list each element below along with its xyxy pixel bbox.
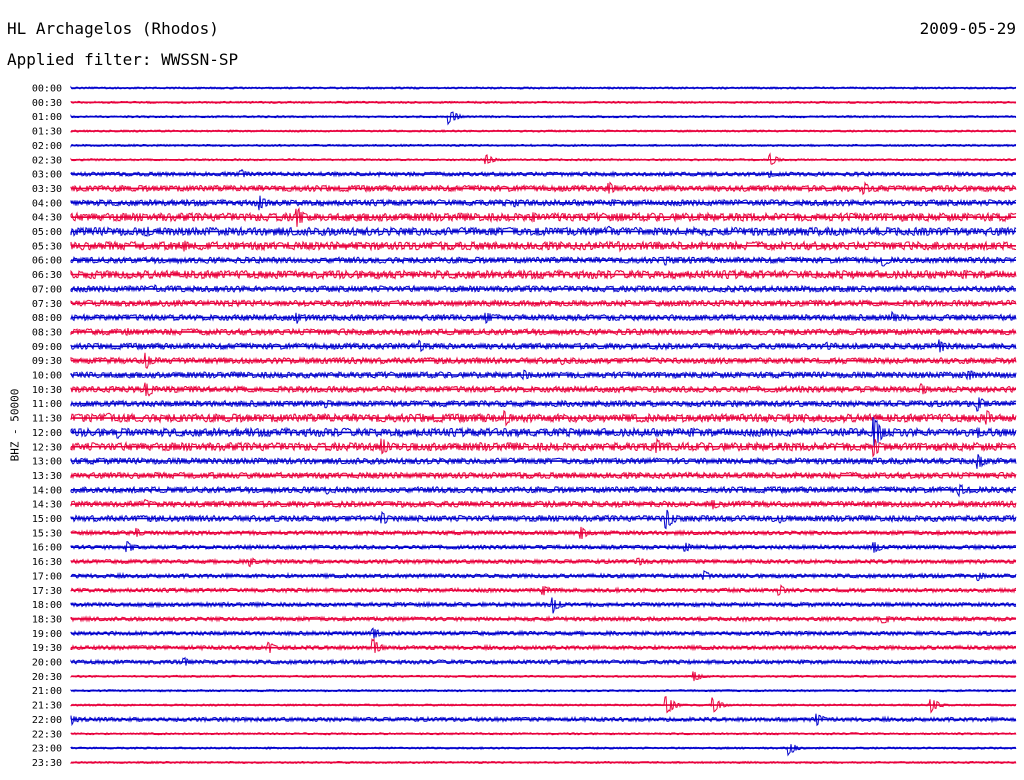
trace-line [70, 310, 1017, 325]
row-time-label: 21:30 [32, 701, 62, 712]
trace-line [70, 239, 1017, 253]
row-time-label: 01:30 [32, 127, 62, 138]
row-time-label: 07:30 [32, 299, 62, 310]
trace-line [70, 255, 1017, 267]
row-time-label: 18:30 [32, 614, 62, 625]
trace-line [70, 483, 1017, 498]
trace-line [70, 111, 1017, 126]
date-label: 2009-05-29 [919, 19, 1016, 38]
row-time-label: 09:30 [32, 356, 62, 367]
row-time-label: 18:00 [32, 600, 62, 611]
row-time-label: 10:00 [32, 371, 62, 382]
row-time-label: 09:00 [32, 342, 62, 353]
row-time-label: 02:00 [32, 141, 62, 152]
trace-line [70, 327, 1017, 337]
trace-line [70, 268, 1017, 281]
row-time-label: 11:00 [32, 399, 62, 410]
row-time-label: 02:30 [32, 155, 62, 166]
row-time-label: 21:00 [32, 686, 62, 697]
row-time-label: 08:00 [32, 313, 62, 324]
row-time-label: 20:00 [32, 658, 62, 669]
row-time-label: 17:00 [32, 571, 62, 582]
trace-line [70, 437, 1017, 458]
row-time-label: 14:00 [32, 485, 62, 496]
row-time-label: 05:30 [32, 241, 62, 252]
row-time-label: 15:30 [32, 528, 62, 539]
trace-line [70, 627, 1017, 639]
trace-line [70, 409, 1017, 427]
row-time-label: 03:00 [32, 170, 62, 181]
station-title: HL Archagelos (Rhodos) [7, 19, 219, 38]
row-time-label: 20:30 [32, 672, 62, 683]
trace-line [70, 656, 1017, 666]
row-time-label: 19:30 [32, 643, 62, 654]
trace-line [70, 284, 1017, 294]
row-time-label: 10:30 [32, 385, 62, 396]
filter-label: Applied filter: WWSSN-SP [7, 50, 239, 69]
trace-line [70, 744, 1017, 757]
trace-line [70, 454, 1017, 469]
row-time-label: 11:30 [32, 414, 62, 425]
row-time-label: 12:00 [32, 428, 62, 439]
row-time-label: 04:30 [32, 213, 62, 224]
row-time-label: 06:00 [32, 256, 62, 267]
row-time-label: 16:30 [32, 557, 62, 568]
row-time-label: 23:30 [32, 758, 62, 769]
row-time-label: 06:30 [32, 270, 62, 281]
row-time-label: 04:00 [32, 198, 62, 209]
row-time-label: 03:30 [32, 184, 62, 195]
row-time-label: 07:00 [32, 284, 62, 295]
trace-line [70, 638, 1016, 653]
trace-line [70, 597, 1017, 614]
trace-line [70, 225, 1017, 238]
row-time-label: 05:00 [32, 227, 62, 238]
row-time-label: 23:00 [32, 744, 62, 755]
row-time-label: 22:00 [32, 715, 62, 726]
row-time-label: 13:30 [32, 471, 62, 482]
trace-line [70, 369, 1017, 381]
row-time-label: 12:30 [32, 442, 62, 453]
row-time-label: 08:30 [32, 327, 62, 338]
row-time-label: 16:00 [32, 543, 62, 554]
row-time-label: 19:00 [32, 629, 62, 640]
row-time-label: 22:30 [32, 729, 62, 740]
row-time-label: 00:00 [32, 84, 62, 95]
row-time-label: 13:00 [32, 457, 62, 468]
row-time-label: 15:00 [32, 514, 62, 525]
row-time-label: 17:30 [32, 586, 62, 597]
row-time-label: 00:30 [32, 98, 62, 109]
row-time-label: 01:00 [32, 112, 62, 123]
row-time-label: 14:30 [32, 500, 62, 511]
